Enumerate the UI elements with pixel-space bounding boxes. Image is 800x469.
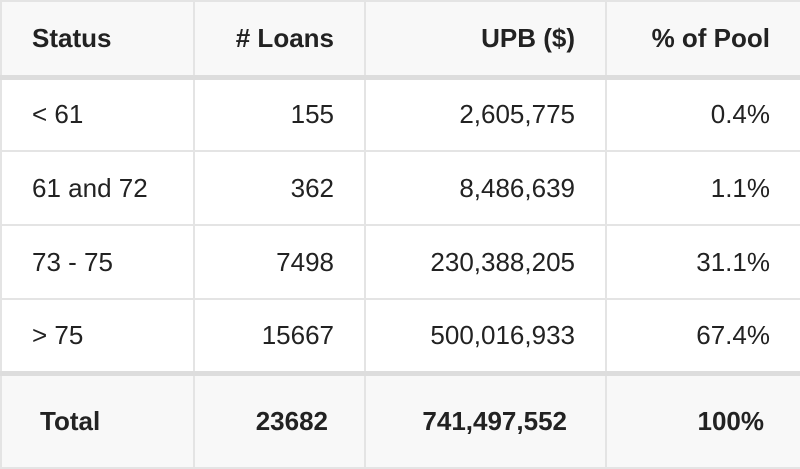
header-pct: % of Pool [605, 0, 800, 80]
header-status: Status [0, 0, 195, 80]
cell-upb: 500,016,933 [364, 298, 607, 374]
cell-loans: 362 [193, 150, 366, 226]
table-row: < 61 155 2,605,775 0.4% [0, 76, 800, 152]
cell-loans: 15667 [193, 298, 366, 374]
total-label: Total [0, 370, 195, 469]
table-body: < 61 155 2,605,775 0.4% 61 and 72 362 8,… [0, 76, 800, 374]
cell-pct: 67.4% [605, 298, 800, 374]
cell-pct: 1.1% [605, 150, 800, 226]
cell-status: < 61 [0, 76, 195, 152]
cell-status: 73 - 75 [0, 224, 195, 300]
total-pct: 100% [605, 370, 800, 469]
cell-loans: 7498 [193, 224, 366, 300]
table-row: 73 - 75 7498 230,388,205 31.1% [0, 224, 800, 300]
total-upb: 741,497,552 [364, 370, 607, 469]
cell-loans: 155 [193, 76, 366, 152]
cell-upb: 8,486,639 [364, 150, 607, 226]
cell-upb: 2,605,775 [364, 76, 607, 152]
table-row: 61 and 72 362 8,486,639 1.1% [0, 150, 800, 226]
cell-pct: 31.1% [605, 224, 800, 300]
total-row: Total 23682 741,497,552 100% [0, 370, 800, 469]
cell-status: > 75 [0, 298, 195, 374]
table-header: Status # Loans UPB ($) % of Pool [0, 0, 800, 80]
header-row: Status # Loans UPB ($) % of Pool [0, 0, 800, 80]
table-footer: Total 23682 741,497,552 100% [0, 370, 800, 469]
cell-status: 61 and 72 [0, 150, 195, 226]
cell-upb: 230,388,205 [364, 224, 607, 300]
table-row: > 75 15667 500,016,933 67.4% [0, 298, 800, 374]
cell-pct: 0.4% [605, 76, 800, 152]
header-loans: # Loans [193, 0, 366, 80]
header-upb: UPB ($) [364, 0, 607, 80]
total-loans: 23682 [193, 370, 366, 469]
